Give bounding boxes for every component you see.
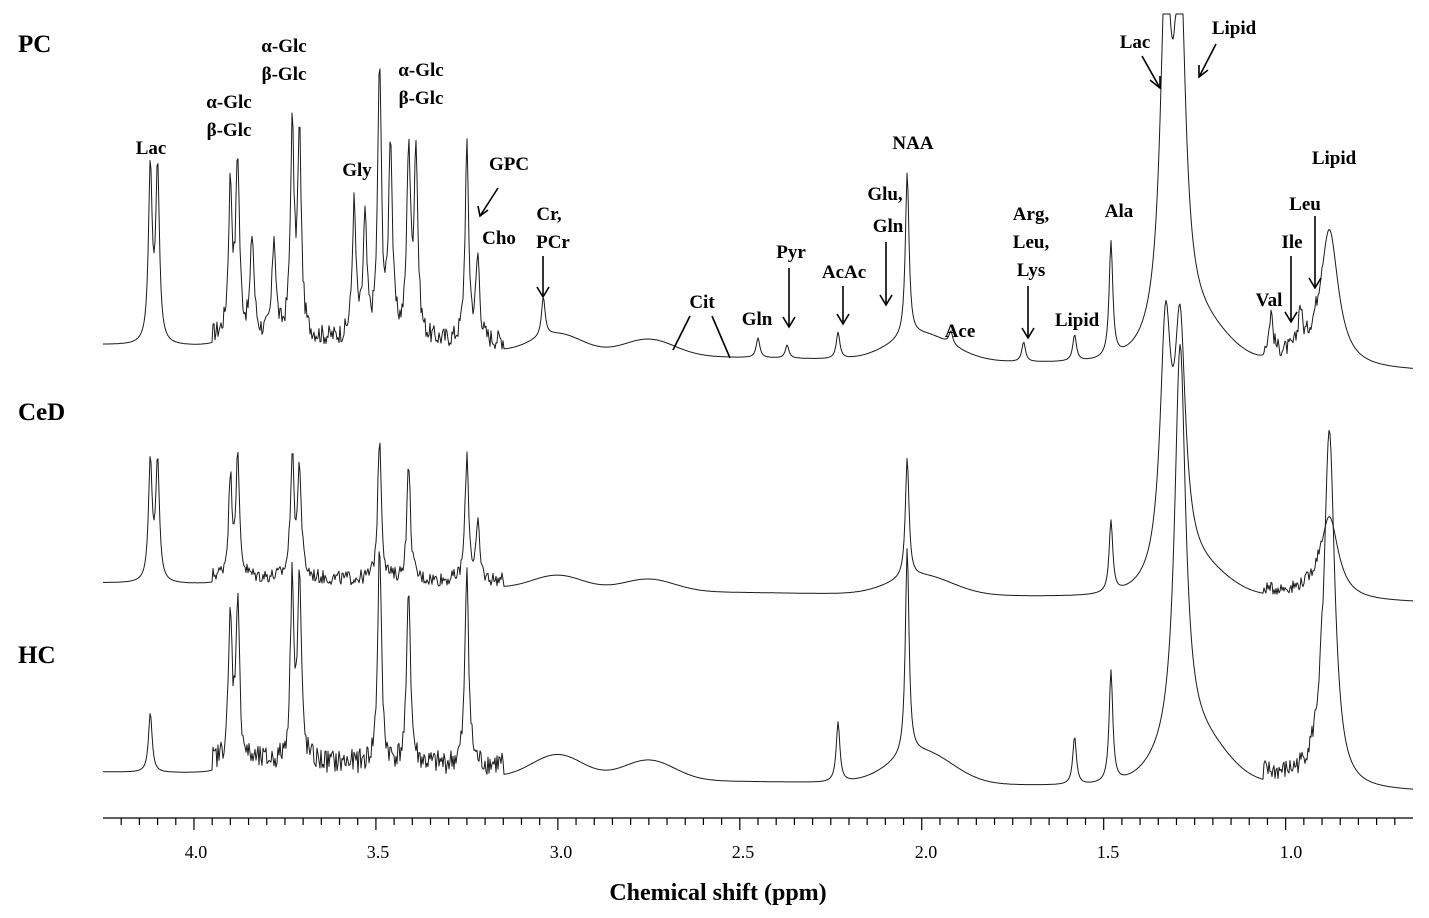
arrow-head (1149, 76, 1161, 90)
annotation-pcr: PCr (536, 232, 570, 253)
annotation-gln: Gln (873, 216, 904, 237)
arrow-head (477, 205, 489, 218)
arrow-head (1021, 327, 1035, 340)
x-axis: 4.0 3.5 3.0 2.5 2.0 1.5 1.0 Chemical shi… (103, 817, 1413, 906)
pointer-cit (672, 315, 691, 351)
arrow-head (536, 286, 550, 299)
arrow-lipid (1198, 43, 1217, 78)
annotation-cho: Cho (482, 228, 516, 249)
annotation-alpha-glc: α-Glc (398, 60, 443, 81)
series-label-pc: PC (18, 31, 51, 58)
annotation-leu: Leu, (1013, 232, 1050, 253)
annotation-beta-glc: β-Glc (399, 88, 444, 109)
annotation-alpha-glc: α-Glc (261, 36, 306, 57)
arrow-gpc (479, 187, 499, 217)
annotation-arg: Arg, (1013, 204, 1050, 225)
annotation-cit: Cit (689, 292, 715, 313)
arrow-head (879, 294, 893, 307)
x-tick-label: 3.0 (550, 842, 573, 862)
pointer-cit (711, 315, 731, 359)
annotation-lac: Lac (136, 138, 167, 159)
annotation-beta-glc: β-Glc (207, 120, 252, 141)
annotation-lys: Lys (1017, 260, 1046, 281)
spectrum-trace-ced (103, 299, 1414, 602)
x-tick-label: 2.5 (732, 842, 755, 862)
annotation-glu: Glu, (867, 184, 903, 205)
arrow-head (782, 316, 796, 329)
annotation-naa: NAA (892, 133, 933, 154)
annotation-gly: Gly (342, 160, 372, 181)
annotation-lipid: Lipid (1055, 310, 1100, 331)
annotation-lipid: Lipid (1212, 18, 1257, 39)
annotation-lac: Lac (1120, 32, 1151, 53)
annotation-cr: Cr, (536, 204, 561, 225)
peak-annotations: Lac α-Glc β-Glc α-Glc β-Glc Gly α-Glc β-… (136, 18, 1357, 342)
x-tick-label: 4.0 (185, 842, 208, 862)
x-tick-label: 1.0 (1280, 842, 1303, 862)
annotation-beta-glc: β-Glc (262, 64, 307, 85)
arrow-head (1308, 277, 1322, 290)
annotation-ace: Ace (945, 321, 976, 342)
arrow-lac (1141, 55, 1161, 89)
x-axis-label: Chemical shift (ppm) (609, 880, 826, 906)
arrow-head (836, 313, 850, 326)
annotation-val: Val (1256, 290, 1283, 311)
annotation-gpc: GPC (489, 154, 529, 175)
annotation-acac: AcAc (822, 262, 866, 283)
spectrum-trace-pc (102, 13, 1413, 369)
spectra-traces (102, 13, 1414, 790)
spectrum-trace-hc (103, 344, 1413, 790)
annotation-lipid: Lipid (1312, 148, 1357, 169)
x-tick-label: 2.0 (915, 842, 938, 862)
annotation-leu: Leu (1289, 194, 1321, 215)
annotation-ile: Ile (1281, 232, 1302, 253)
x-axis-ticks (120, 818, 1396, 830)
annotation-pyr: Pyr (776, 242, 806, 263)
x-tick-label: 3.5 (367, 842, 390, 862)
annotation-ala: Ala (1105, 201, 1134, 222)
series-label-hc: HC (18, 642, 56, 669)
series-label-ced: CeD (18, 399, 65, 426)
x-tick-label: 1.5 (1097, 842, 1120, 862)
arrow-head (1284, 311, 1298, 324)
arrow-head (1198, 65, 1209, 79)
annotation-gln: Gln (742, 309, 773, 330)
annotation-alpha-glc: α-Glc (206, 92, 251, 113)
annotation-arrows (477, 43, 1322, 359)
